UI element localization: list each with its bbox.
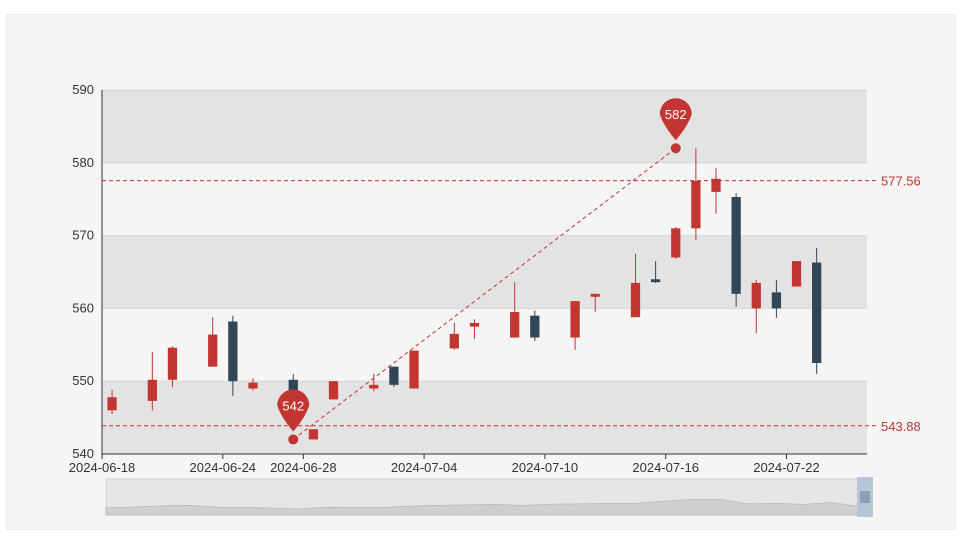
candle: [530, 310, 540, 342]
mark-points: 582 542: [277, 98, 692, 445]
candle: [369, 373, 379, 392]
candle-body: [228, 321, 238, 382]
candle: [409, 350, 419, 389]
candle-body: [630, 282, 641, 318]
candle-body: [771, 292, 782, 309]
candle-body: [671, 228, 681, 258]
mark-lines: 577.56 543.88: [102, 174, 921, 434]
candle-body: [248, 382, 258, 389]
candle: [469, 319, 480, 339]
zoom-handle-grip: [860, 491, 870, 503]
y-tick-label: 580: [72, 155, 94, 170]
candle-body: [409, 350, 419, 389]
zoom-preview-area: [105, 499, 860, 516]
y-tick-label: 550: [72, 373, 94, 388]
chart-panel: 540 550 560 570 580 590 2024-06-18 2024-06-24 2…: [6, 14, 956, 530]
candle: [328, 381, 339, 400]
candle: [791, 261, 802, 287]
x-tick-label: 2024-07-04: [391, 460, 458, 475]
candle-body: [308, 429, 319, 440]
candle-body: [530, 315, 540, 338]
x-tick-label: 2024-07-16: [632, 460, 699, 475]
x-tick-label: 2024-07-22: [753, 460, 820, 475]
pin-dot: [670, 143, 681, 154]
candle-body: [449, 333, 459, 349]
candle-body: [791, 261, 802, 287]
pin-shape: [277, 389, 310, 432]
candle: [812, 247, 822, 374]
candle-body: [147, 379, 157, 401]
candle-body: [570, 301, 580, 338]
trend-line-segment: [292, 147, 677, 440]
mark-line-label: 577.56: [881, 174, 921, 189]
candle: [711, 167, 721, 214]
candle: [449, 322, 459, 350]
trend-line: [292, 147, 677, 440]
candle-body: [107, 397, 117, 411]
candle-body: [590, 293, 600, 297]
grid-band: [102, 381, 867, 454]
candle-body: [812, 262, 822, 363]
candle-body: [691, 181, 701, 229]
grid-band: [102, 90, 867, 163]
candle: [691, 148, 701, 240]
data-zoom-slider[interactable]: [105, 477, 873, 517]
x-tick-label: 2024-06-24: [190, 460, 257, 475]
candle: [167, 346, 178, 388]
candle-body: [167, 347, 178, 380]
candle: [731, 193, 741, 307]
candle: [248, 378, 258, 391]
candle: [671, 226, 681, 259]
candle-body: [711, 178, 721, 192]
candle: [228, 315, 238, 396]
candle-body: [510, 312, 520, 338]
candle-body: [369, 384, 379, 389]
y-tick-label: 540: [72, 446, 94, 461]
candle-body: [389, 366, 399, 385]
candle: [650, 261, 661, 283]
pin-label: 542: [282, 398, 304, 413]
candle: [570, 301, 580, 350]
candle-body: [650, 279, 661, 283]
candle: [510, 282, 520, 338]
candle: [590, 293, 600, 313]
candle: [308, 429, 319, 440]
candle: [751, 280, 761, 334]
candle: [208, 317, 218, 367]
pin-dot: [288, 434, 299, 445]
y-tick-label: 590: [72, 82, 94, 97]
pin-shape: [659, 98, 692, 141]
mark-line-label: 543.88: [881, 419, 921, 434]
candle-body: [328, 381, 339, 400]
pin-marker: 582: [659, 98, 692, 154]
candle-body: [208, 334, 218, 367]
y-tick-label: 560: [72, 300, 94, 315]
candle: [107, 389, 117, 414]
candle-body: [751, 282, 761, 309]
x-tick-label: 2024-06-28: [270, 460, 337, 475]
candle-body: [731, 197, 741, 294]
candle-body: [469, 322, 480, 327]
x-tick-label: 2024-06-18: [69, 460, 136, 475]
candles: [107, 148, 822, 440]
zoom-handle[interactable]: [857, 477, 873, 517]
candle: [389, 366, 399, 388]
pin-marker: 542: [277, 389, 310, 445]
x-tick-label: 2024-07-10: [512, 460, 579, 475]
y-axis: 540 550 560 570 580 590: [72, 82, 103, 461]
x-axis: 2024-06-18 2024-06-24 2024-06-28 2024-07-04…: [69, 453, 867, 475]
candle: [147, 352, 157, 411]
candle: [630, 253, 641, 318]
y-tick-label: 570: [72, 228, 94, 243]
candle: [771, 280, 782, 318]
grid-bands: [102, 90, 867, 454]
pin-label: 582: [665, 107, 687, 122]
